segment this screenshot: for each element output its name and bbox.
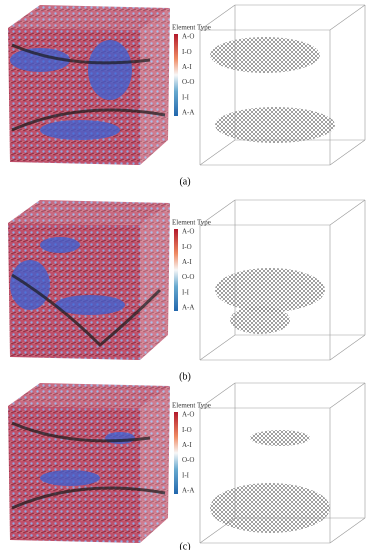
colorbar-label: A-O bbox=[182, 33, 194, 41]
box-edge bbox=[199, 4, 236, 31]
colorbar-label: I-I bbox=[182, 288, 190, 296]
colorbar-label: A-I bbox=[182, 258, 192, 266]
blue-region bbox=[55, 295, 125, 315]
colorbar-label: A-O bbox=[182, 228, 194, 236]
colorbar-label: A-O bbox=[182, 411, 194, 419]
box-edge bbox=[329, 4, 366, 31]
cube-side bbox=[140, 8, 170, 165]
colorbar-label: I-O bbox=[182, 48, 192, 56]
blue-region bbox=[40, 237, 80, 253]
colorbar-label: O-O bbox=[182, 456, 194, 464]
box-edge bbox=[199, 382, 236, 409]
defect-band bbox=[11, 421, 166, 510]
colorbar bbox=[174, 229, 178, 311]
cube-top bbox=[8, 5, 170, 30]
box-edge bbox=[199, 199, 236, 226]
colorbar-label: A-A bbox=[182, 487, 194, 495]
colorbar-label: I-O bbox=[182, 426, 192, 434]
colorbar-label: A-I bbox=[182, 63, 192, 71]
colorbar-title: Element Type bbox=[172, 402, 211, 410]
dislocation-cloud bbox=[250, 430, 310, 446]
cube-front bbox=[8, 223, 140, 360]
colorbar-label: O-O bbox=[182, 78, 194, 86]
dislocation-cloud bbox=[210, 37, 320, 73]
colorbar-label: A-A bbox=[182, 304, 194, 312]
box-edge bbox=[329, 334, 366, 361]
defect-band bbox=[11, 273, 162, 348]
cube-top bbox=[8, 383, 170, 408]
blue-region bbox=[10, 48, 70, 72]
box-edge bbox=[329, 139, 366, 166]
cube-top bbox=[8, 200, 170, 225]
colorbar-label: I-I bbox=[182, 93, 190, 101]
blue-region bbox=[40, 120, 120, 140]
box-edge bbox=[199, 139, 236, 166]
dislocation-cloud bbox=[210, 483, 330, 533]
blue-region bbox=[40, 470, 100, 486]
box-edge bbox=[199, 334, 236, 361]
colorbar bbox=[174, 34, 178, 116]
box-edge bbox=[199, 517, 236, 544]
dislocation-cloud bbox=[215, 268, 325, 312]
dislocation-cloud bbox=[230, 306, 290, 334]
caption: (b) bbox=[179, 371, 191, 382]
caption: (a) bbox=[179, 176, 190, 187]
defect-band bbox=[11, 43, 166, 132]
dislocation-cloud bbox=[215, 107, 335, 143]
colorbar-label: A-I bbox=[182, 441, 192, 449]
colorbar-label: O-O bbox=[182, 273, 194, 281]
box-edge bbox=[329, 517, 366, 544]
blue-region bbox=[88, 40, 132, 100]
box-edge bbox=[329, 382, 366, 409]
colorbar-label: I-I bbox=[182, 471, 190, 479]
colorbar-title: Element Type bbox=[172, 219, 211, 227]
box-edge bbox=[329, 199, 366, 226]
colorbar bbox=[174, 412, 178, 494]
colorbar-label: A-A bbox=[182, 109, 194, 117]
cube-side bbox=[140, 203, 170, 360]
colorbar-label: I-O bbox=[182, 243, 192, 251]
colorbar-title: Element Type bbox=[172, 24, 211, 32]
cube-side bbox=[140, 386, 170, 543]
caption: (c) bbox=[179, 541, 190, 550]
